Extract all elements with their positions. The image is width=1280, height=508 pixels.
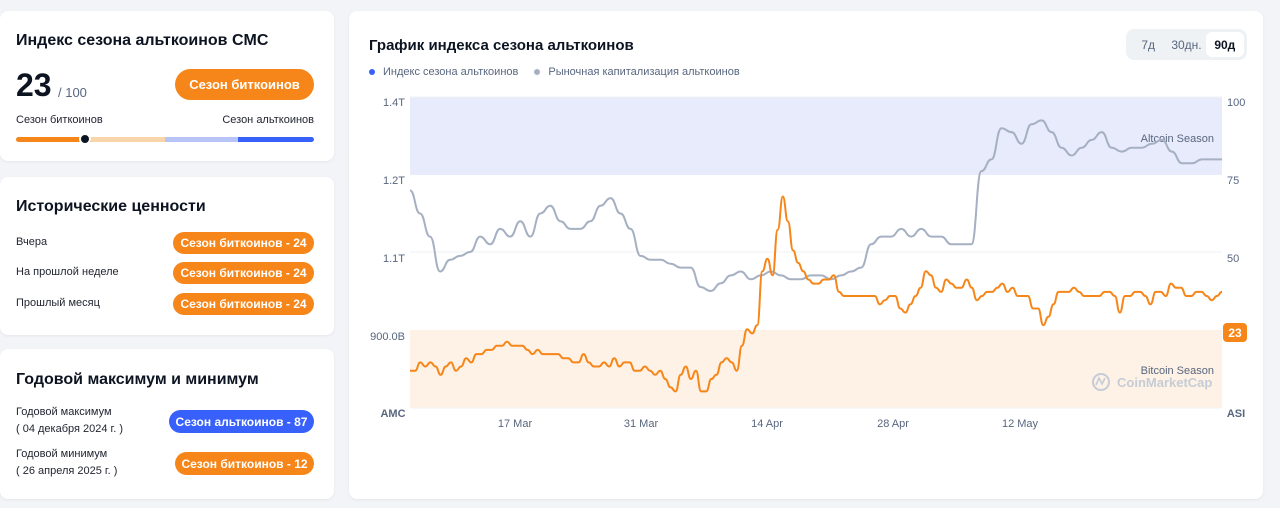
y-right-tick: 50 bbox=[1227, 253, 1239, 265]
scale-bar-bitcoin bbox=[16, 137, 91, 142]
index-max: / 100 bbox=[58, 85, 87, 100]
x-tick: 31 Mar bbox=[624, 418, 659, 430]
x-start-label: AMC bbox=[380, 408, 405, 420]
chart-legend: Индекс сезона альткоинов Рыночная капита… bbox=[369, 66, 740, 78]
x-end-label: ASI bbox=[1227, 408, 1245, 420]
tab-7d[interactable]: 7д bbox=[1141, 37, 1155, 52]
x-tick: 12 May bbox=[1002, 418, 1039, 430]
altcoin-zone-label: Altcoin Season bbox=[1141, 133, 1214, 145]
watermark-text: CoinMarketCap bbox=[1117, 375, 1212, 390]
marketcap-series-line bbox=[409, 119, 1222, 293]
timeframe-tabs: 7д 30дн. 90д bbox=[1126, 29, 1247, 60]
index-card: Индекс сезона альткоинов CMC 23 / 100 Се… bbox=[0, 11, 334, 161]
altcoin-zone bbox=[410, 97, 1222, 175]
chart-title: График индекса сезона альткоинов bbox=[369, 37, 634, 54]
chart-card: График индекса сезона альткоинов 7д 30дн… bbox=[349, 11, 1263, 499]
history-row-badge: Сезон биткоинов - 24 bbox=[173, 232, 314, 254]
bitcoin-zone bbox=[410, 330, 1222, 408]
history-row-label: Прошлый месяц bbox=[16, 297, 100, 309]
x-tick: 14 Apr bbox=[751, 418, 783, 430]
y-left-tick: 1.1T bbox=[383, 253, 405, 265]
coinmarketcap-logo-icon bbox=[1092, 373, 1110, 391]
historical-title: Исторические ценности bbox=[16, 198, 206, 215]
tab-90d[interactable]: 90д bbox=[1205, 32, 1244, 57]
history-row-badge: Сезон биткоинов - 24 bbox=[173, 262, 314, 284]
legend-item-marketcap[interactable]: Рыночная капитализация альткоинов bbox=[534, 66, 740, 78]
yearly-min-label: Годовой минимум bbox=[16, 448, 108, 460]
chart-plot: 1.4T 1.2T 1.1T 900.0B 100 75 50 AMC ASI … bbox=[370, 96, 1247, 430]
y-left-tick: 900.0B bbox=[370, 331, 405, 343]
y-right-tick: 75 bbox=[1227, 175, 1239, 187]
altcoin-season-label: Сезон альткоинов bbox=[222, 114, 314, 126]
scale-bar-altcoin bbox=[238, 137, 314, 142]
y-left-tick: 1.2T bbox=[383, 175, 405, 187]
history-row-label: Вчера bbox=[16, 236, 48, 248]
tab-30d[interactable]: 30дн. bbox=[1171, 37, 1202, 52]
bitcoin-zone-label: Bitcoin Season bbox=[1141, 365, 1214, 377]
yearly-min-badge: Сезон биткоинов - 12 bbox=[175, 452, 314, 475]
scale-bar-light-blue bbox=[165, 137, 238, 142]
season-badge: Сезон биткоинов bbox=[175, 69, 314, 100]
legend-label: Рыночная капитализация альткоинов bbox=[548, 66, 740, 78]
scale-marker bbox=[79, 133, 91, 145]
yearly-max-label: Годовой максимум bbox=[16, 406, 112, 418]
yearly-card: Годовой максимум и минимум Годовой макси… bbox=[0, 349, 334, 499]
current-value-badge bbox=[1223, 323, 1247, 342]
legend-dot-icon bbox=[369, 69, 375, 75]
yearly-min-date: ( 26 апреля 2025 г. ) bbox=[16, 465, 118, 477]
history-row-badge: Сезон биткоинов - 24 bbox=[173, 293, 314, 315]
scale-bar-light-orange bbox=[91, 137, 165, 142]
y-left-tick: 1.4T bbox=[383, 97, 405, 109]
index-series-line bbox=[410, 195, 1223, 393]
legend-label: Индекс сезона альткоинов bbox=[383, 66, 519, 78]
legend-item-index[interactable]: Индекс сезона альткоинов bbox=[369, 66, 518, 78]
yearly-max-date: ( 04 декабря 2024 г. ) bbox=[16, 423, 123, 435]
yearly-title: Годовой максимум и минимум bbox=[16, 371, 259, 388]
historical-card: Исторические ценности Вчера Сезон биткои… bbox=[0, 177, 334, 335]
history-row-label: На прошлой неделе bbox=[16, 266, 119, 278]
index-card-title: Индекс сезона альткоинов CMC bbox=[16, 32, 269, 49]
yearly-max-badge: Сезон альткоинов - 87 bbox=[169, 410, 314, 433]
x-tick: 28 Apr bbox=[877, 418, 909, 430]
x-tick: 17 Mar bbox=[498, 418, 533, 430]
y-right-tick: 100 bbox=[1227, 97, 1245, 109]
legend-dot-icon bbox=[534, 69, 541, 75]
bitcoin-season-label: Сезон биткоинов bbox=[16, 114, 103, 126]
current-value-text: 23 bbox=[1228, 326, 1242, 340]
index-value: 23 bbox=[16, 67, 52, 103]
